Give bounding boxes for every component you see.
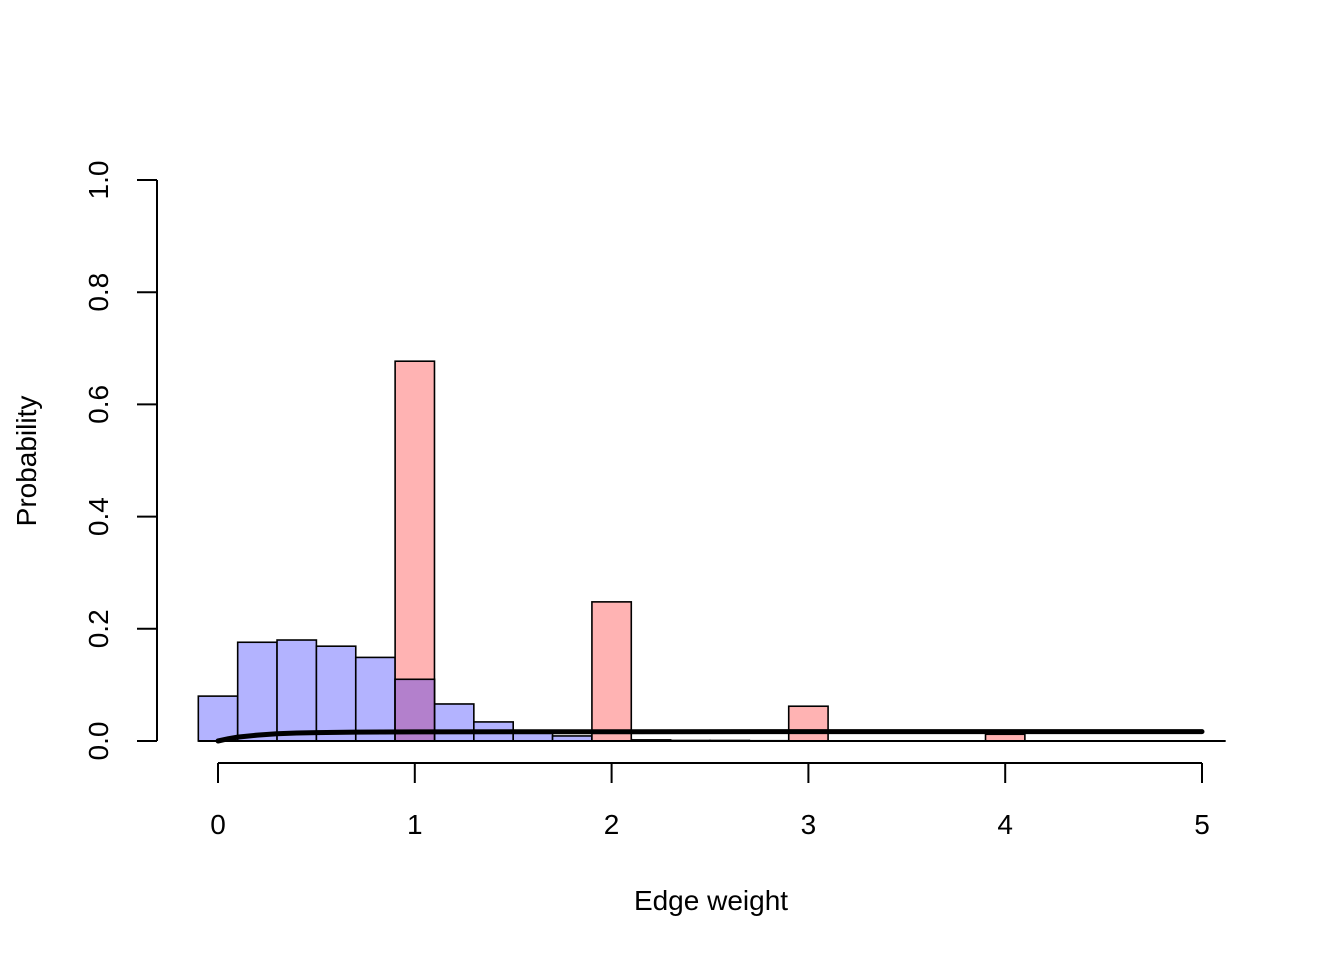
density-curve	[215, 729, 1205, 744]
histogram-bar-series1-bin3	[276, 639, 318, 742]
x-axis: 0 1 2 3 4 5	[210, 762, 1210, 840]
histogram-bar-series2-bin3	[787, 705, 829, 742]
histogram-bar-series1-bin2	[236, 641, 278, 742]
y-axis: 0.0 0.2 0.4 0.6 0.8 1.0	[83, 161, 158, 761]
histogram-bar-series2-bin1	[394, 360, 436, 742]
x-tick-label-4: 4	[997, 809, 1013, 840]
x-tick-label-1: 1	[407, 809, 423, 840]
histogram-bar-series1-bin5	[354, 656, 396, 742]
y-tick-label-1: 0.2	[83, 609, 114, 648]
y-axis-label: Probability	[11, 396, 42, 527]
x-tick-label-3: 3	[801, 809, 817, 840]
histogram-bar-series1-bin7	[433, 703, 475, 742]
x-tick-label-0: 0	[210, 809, 226, 840]
y-tick-label-0: 0.0	[83, 722, 114, 761]
bars-layer	[197, 360, 1226, 742]
histogram-bar-series2-bin4	[984, 733, 1026, 742]
y-tick-label-3: 0.6	[83, 385, 114, 424]
histogram-bar-series1-bin1	[197, 695, 239, 742]
x-tick-label-5: 5	[1194, 809, 1210, 840]
x-axis-label: Edge weight	[634, 885, 788, 916]
y-tick-label-5: 1.0	[83, 161, 114, 200]
y-tick-label-4: 0.8	[83, 273, 114, 312]
y-tick-label-2: 0.4	[83, 497, 114, 536]
histogram-bar-series1-bin4	[315, 645, 357, 742]
x-tick-label-2: 2	[604, 809, 620, 840]
histogram-bar-series2-bin2	[591, 601, 633, 742]
